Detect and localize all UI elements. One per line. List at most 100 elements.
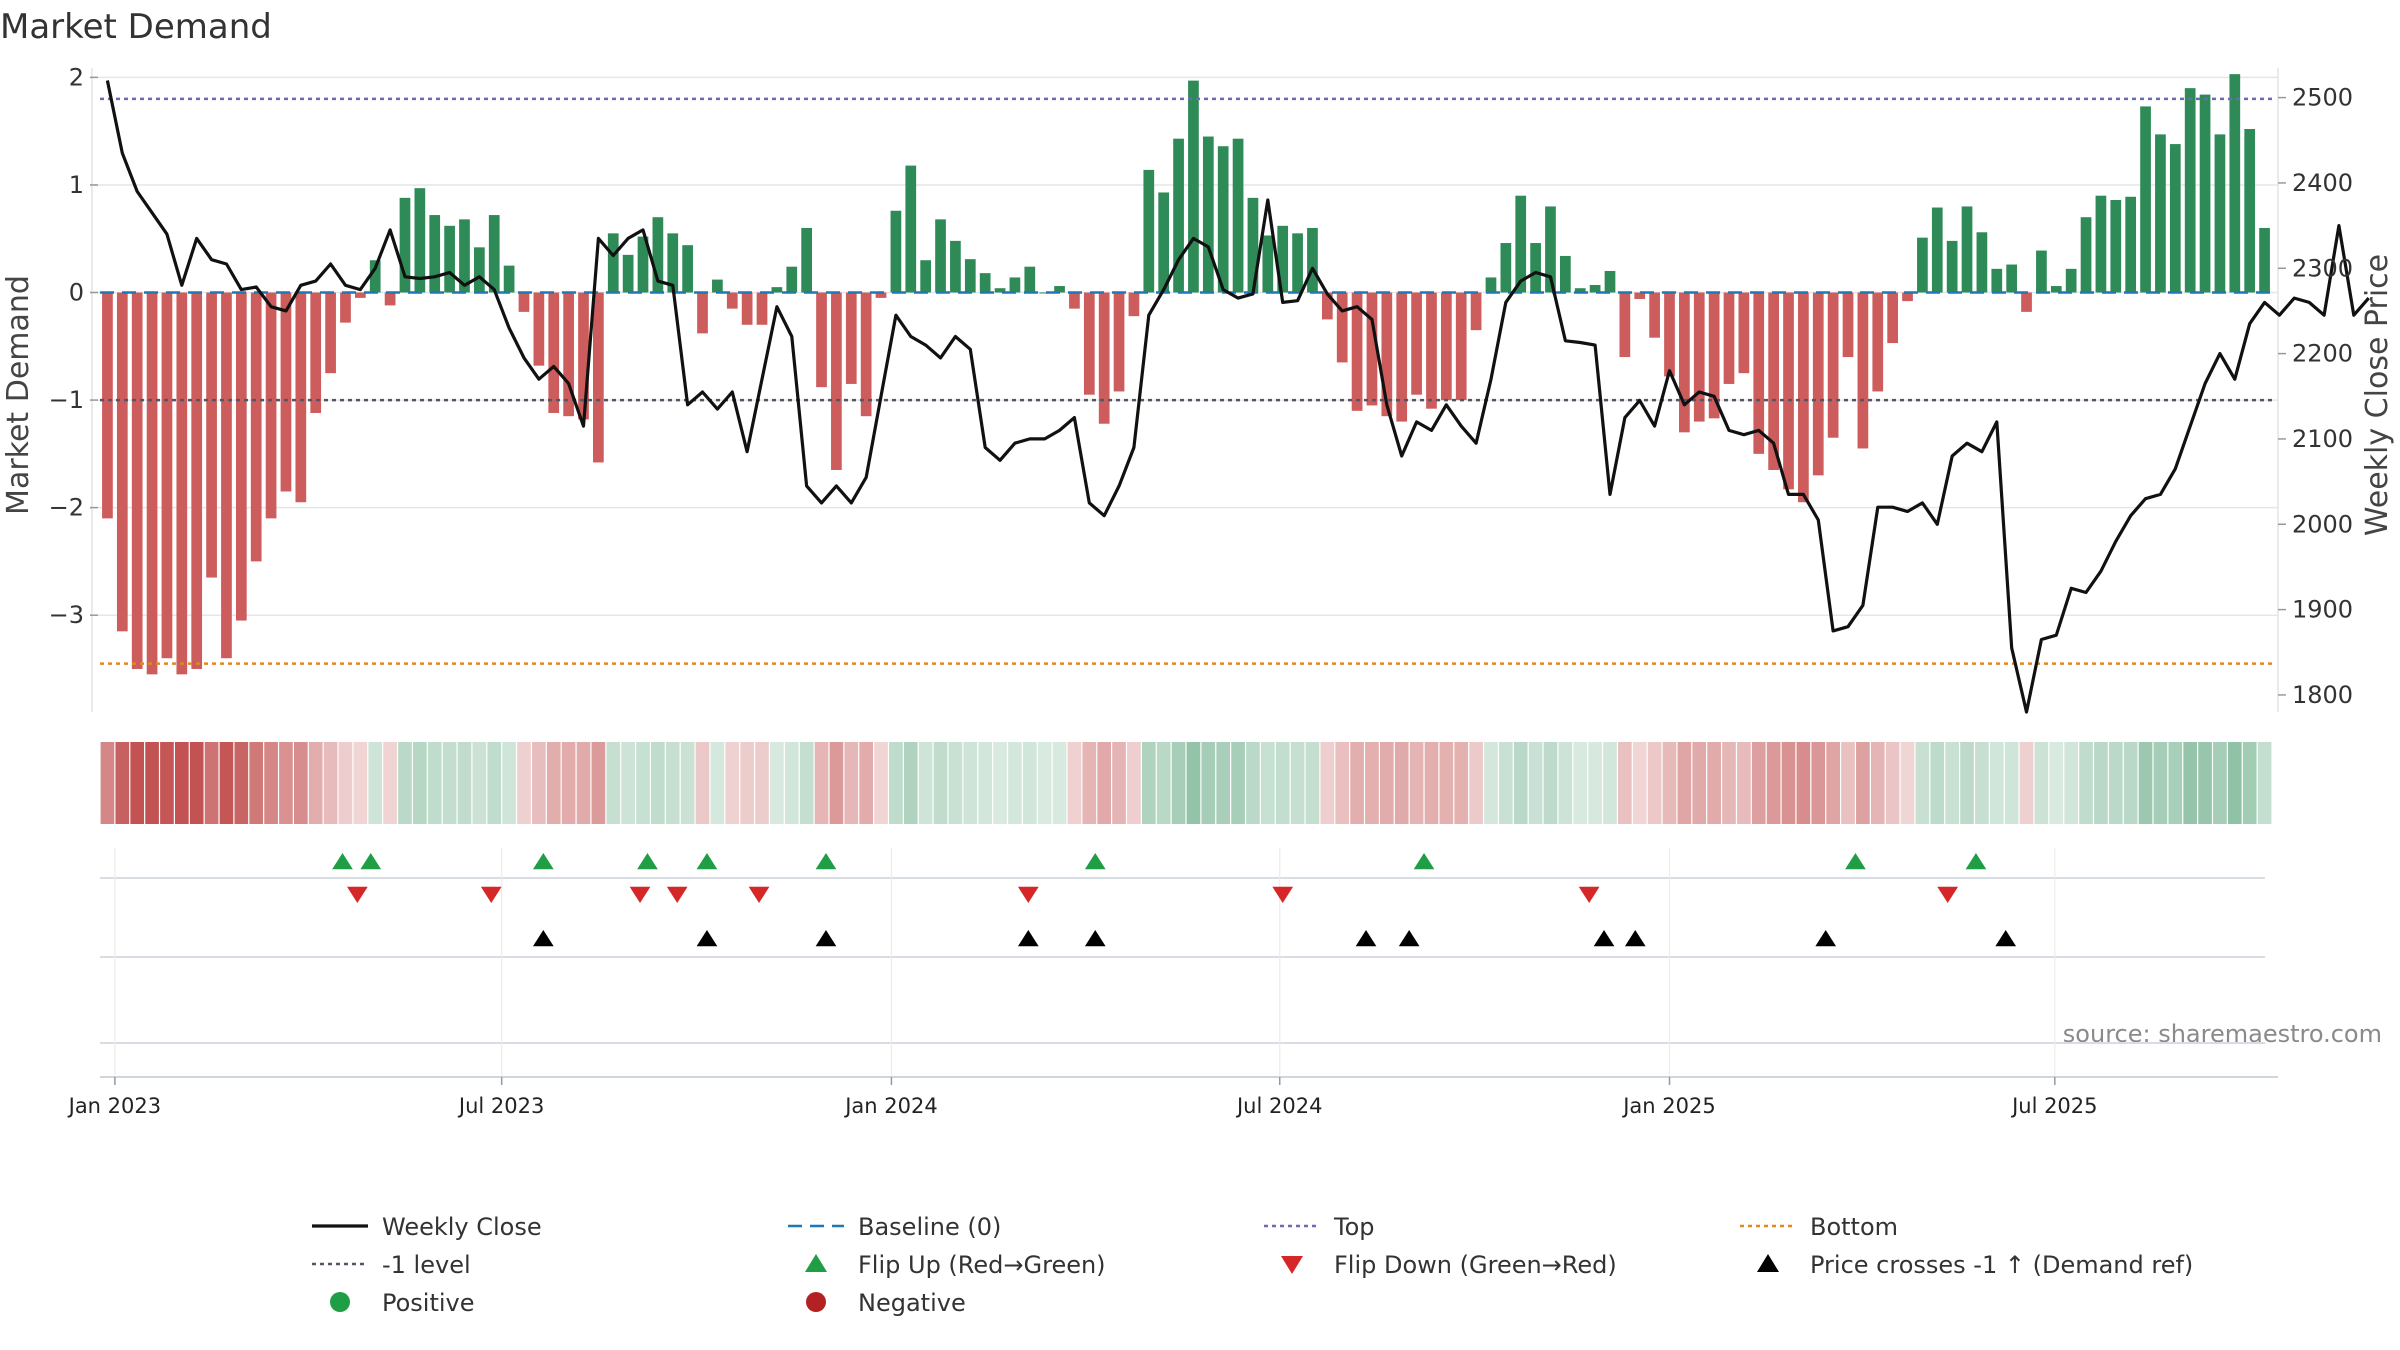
demand-bar xyxy=(191,292,203,669)
heat-cell xyxy=(1841,742,1855,824)
demand-bar xyxy=(325,292,336,374)
heat-cell xyxy=(710,742,725,824)
flip-up-marker xyxy=(1084,853,1106,870)
flip-up-marker xyxy=(815,853,837,870)
demand-bar xyxy=(2065,268,2077,293)
heat-cell xyxy=(2138,742,2153,824)
demand-bar xyxy=(1083,292,1095,395)
heat-cell xyxy=(1439,742,1454,824)
demand-bar xyxy=(310,292,322,413)
demand-bar xyxy=(102,292,113,519)
heat-cell xyxy=(799,742,814,824)
demand-bar xyxy=(1589,284,1601,293)
demand-bar xyxy=(1009,277,1021,293)
heat-cell xyxy=(1989,742,2004,824)
right-tick-label: 2100 xyxy=(2292,425,2353,453)
legend-label: Top xyxy=(1333,1213,1375,1241)
date-tick-label: Jan 2025 xyxy=(1621,1094,1716,1118)
heat-cell xyxy=(1900,742,1915,824)
right-tick-label: 2500 xyxy=(2292,84,2353,112)
heat-cell xyxy=(1067,742,1082,824)
right-axis-label: Weekly Close Price xyxy=(2360,254,2395,536)
heat-cell xyxy=(427,742,442,824)
heat-cell xyxy=(2004,742,2019,824)
demand-bar xyxy=(533,292,545,366)
heat-cell xyxy=(1141,742,1156,824)
heat-cell xyxy=(457,742,472,824)
demand-bar xyxy=(2184,88,2196,293)
demand-bar xyxy=(161,292,173,659)
demand-bar xyxy=(1307,227,1318,293)
heat-cell xyxy=(1365,742,1379,824)
demand-bar xyxy=(786,266,798,293)
heat-cell xyxy=(189,742,204,824)
heat-cell xyxy=(517,742,531,824)
heat-cell xyxy=(2213,742,2227,824)
demand-bar xyxy=(1872,292,1884,392)
heat-cell xyxy=(918,742,933,824)
demand-bar xyxy=(1188,80,1199,293)
flip-up-marker xyxy=(637,853,658,870)
demand-bar xyxy=(1485,277,1497,293)
demand-bar xyxy=(1961,206,1973,293)
heat-cell xyxy=(1960,742,1974,824)
demand-bar xyxy=(1515,195,1527,293)
heat-cell xyxy=(1469,742,1483,824)
flip-down-marker xyxy=(1017,886,1039,903)
legend-swatch-triangle-up xyxy=(805,1254,827,1272)
price-cross-marker xyxy=(1593,930,1615,947)
demand-bar xyxy=(1321,292,1333,320)
demand-bar xyxy=(1277,225,1289,293)
demand-bar xyxy=(1292,233,1303,293)
demand-bar xyxy=(1976,232,1988,293)
heat-cell xyxy=(859,742,873,824)
heat-cell xyxy=(993,742,1007,824)
grid-lines xyxy=(90,68,2279,712)
demand-bar xyxy=(1024,266,1036,293)
demand-bar xyxy=(1545,206,1556,293)
heat-cell xyxy=(1781,742,1796,824)
weekly-close-line xyxy=(105,80,2370,714)
flip-down-marker xyxy=(1272,886,1294,903)
flip-up-marker xyxy=(696,853,718,870)
demand-bar xyxy=(563,292,574,417)
demand-bar xyxy=(1262,235,1274,293)
heat-cell xyxy=(1097,742,1112,824)
demand-bar xyxy=(280,292,292,492)
demand-bar xyxy=(116,292,128,632)
heat-cell xyxy=(1424,742,1439,824)
demand-bar xyxy=(474,247,485,293)
demand-bar xyxy=(2259,227,2270,293)
heat-cell xyxy=(1394,742,1409,824)
event-markers xyxy=(100,848,2278,1078)
flip-down-marker xyxy=(480,886,502,903)
heat-cell xyxy=(2049,742,2064,824)
demand-bar xyxy=(1426,292,1437,409)
legend-label: Bottom xyxy=(1810,1213,1898,1241)
flip-up-marker xyxy=(1845,853,1866,870)
flip-up-marker xyxy=(1413,853,1435,870)
demand-bar xyxy=(2036,250,2047,293)
demand-bar xyxy=(801,227,812,293)
demand-bar xyxy=(637,236,649,293)
price-cross-marker xyxy=(1017,930,1039,947)
heat-cell xyxy=(472,742,487,824)
demand-bar xyxy=(1574,288,1586,293)
demand-bar xyxy=(607,233,619,293)
heat-cell xyxy=(963,742,978,824)
left-tick-label: −2 xyxy=(49,494,84,522)
legend-swatch-dot xyxy=(330,1292,350,1312)
heat-cell xyxy=(219,742,234,824)
demand-bar xyxy=(2214,134,2226,293)
demand-bar xyxy=(2080,217,2092,293)
heat-cell xyxy=(1216,742,1231,824)
demand-bar xyxy=(1202,136,1214,293)
demand-bar xyxy=(250,292,262,562)
demand-bar xyxy=(920,260,932,293)
demand-bar xyxy=(1247,197,1259,293)
legend-label: -1 level xyxy=(382,1251,471,1279)
left-tick-label: 2 xyxy=(69,63,84,91)
price-cross-marker xyxy=(696,930,718,947)
demand-bar xyxy=(1143,169,1155,293)
heat-cell xyxy=(2153,742,2168,824)
